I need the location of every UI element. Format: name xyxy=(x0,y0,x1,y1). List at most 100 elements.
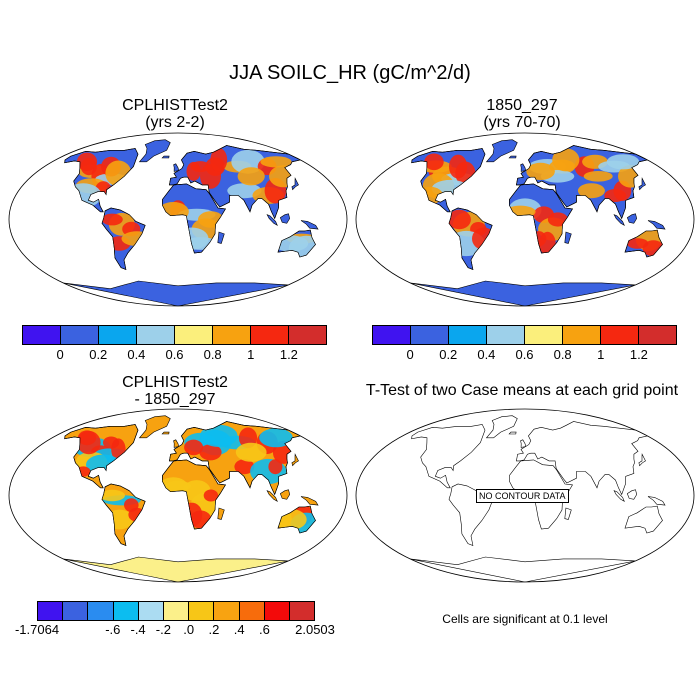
landmass-borneo xyxy=(626,213,638,224)
landmass-greenland xyxy=(485,415,518,439)
colorbar-tick-label: 0.8 xyxy=(203,347,222,362)
landmass-borneo xyxy=(279,213,291,224)
colorbar-tick-label: 2.0503 xyxy=(295,622,335,637)
colorbar-swatch xyxy=(289,602,315,620)
colorbar-tick-label: 0.4 xyxy=(477,347,496,362)
colorbar-swatch xyxy=(251,326,289,344)
field-patch xyxy=(186,161,201,181)
coastline-north-america xyxy=(411,148,486,213)
colorbar-tick-label: 0.8 xyxy=(553,347,572,362)
landmass-sumatra xyxy=(613,490,625,502)
landmass-australia xyxy=(624,505,663,534)
coastline-eurasia xyxy=(169,145,302,220)
panel3-title-line1: CPLHISTTest2 xyxy=(122,374,228,391)
landmass-new-guinea xyxy=(647,220,666,230)
field-patches-australia xyxy=(627,230,663,257)
coastline-australia xyxy=(624,229,663,258)
coastline-north-america xyxy=(64,148,139,213)
field-patch xyxy=(86,454,121,475)
field-patch xyxy=(76,466,91,477)
landmass-madagascar xyxy=(564,507,572,520)
colorbar-difference-labels: -1.7064 -.6 -.4 -.2 .0 .2 .4 .6 2.0503 xyxy=(15,622,335,638)
colorbar-tick-label: 0.6 xyxy=(515,347,534,362)
colorbar-tick-label: -.4 xyxy=(130,622,146,637)
colorbar-swatch xyxy=(189,602,215,620)
landmass-antarctica xyxy=(63,280,289,306)
field-patch xyxy=(577,183,605,199)
landmass-japan xyxy=(291,453,299,467)
panel2-title-line2: (yrs 70-70) xyxy=(483,114,561,131)
landmass-uk xyxy=(173,163,180,172)
map-border xyxy=(8,132,348,307)
coastline-eurasia xyxy=(516,145,649,220)
landmass-sumatra xyxy=(266,490,278,502)
panel2-title: 1850_297 (yrs 70-70) xyxy=(362,97,682,131)
colorbar-swatch xyxy=(449,326,487,344)
colorbar-swatch xyxy=(23,326,61,344)
panel1-title-line2: (yrs 2-2) xyxy=(145,114,205,131)
landmass-greenland xyxy=(138,139,171,163)
coastline-australia xyxy=(277,229,316,258)
field-patch xyxy=(269,165,299,188)
field-patches-eurasia xyxy=(526,148,644,202)
colorbar-swatch xyxy=(138,602,164,620)
panel2-title-line1: 1850_297 xyxy=(486,97,558,114)
map-panel-cplhisttest2 xyxy=(8,132,348,307)
coastline-australia xyxy=(277,505,316,534)
colorbar-swatch xyxy=(63,602,89,620)
landmass-greenland xyxy=(485,139,518,163)
colorbar-swatch xyxy=(61,326,99,344)
field-patch xyxy=(183,237,218,250)
colorbar-tick-label: 0.2 xyxy=(439,347,458,362)
colorbar-panel1-labels: 0 0.2 0.4 0.6 0.8 1 1.2 xyxy=(22,347,327,363)
coastline-north-america xyxy=(64,424,139,489)
colorbar-tick-label: -.2 xyxy=(155,622,171,637)
coastline-south-america xyxy=(101,207,146,270)
colorbar-tick-label: -1.7064 xyxy=(14,622,60,637)
significance-note: Cells are significant at 0.1 level xyxy=(442,612,608,626)
field-patch xyxy=(526,162,555,180)
field-patch xyxy=(162,477,189,499)
landmass-borneo xyxy=(626,489,638,500)
field-patch xyxy=(65,183,102,208)
field-patch xyxy=(184,439,204,456)
landmass-iceland xyxy=(161,431,170,435)
colorbar-tick-label: .2 xyxy=(208,622,220,637)
field-patch xyxy=(76,152,98,171)
landmass-eurasia xyxy=(516,421,649,496)
field-patch xyxy=(121,231,146,247)
panel1-title-line1: CPLHISTTest2 xyxy=(122,97,228,114)
landmass-new-guinea xyxy=(647,496,666,506)
colorbar-swatch xyxy=(214,602,240,620)
colorbar-swatch xyxy=(137,326,175,344)
colorbar-swatch xyxy=(289,326,326,344)
field-patch xyxy=(77,430,97,446)
colorbar-tick-label: 0 xyxy=(406,347,414,362)
field-patch xyxy=(234,459,255,475)
field-patch xyxy=(199,444,222,461)
colorbar-tick-label: .4 xyxy=(233,622,245,637)
field-patches-south-america xyxy=(449,209,493,257)
panel3-title: CPLHISTTest2 - 1850_297 xyxy=(15,374,335,408)
field-patch xyxy=(259,428,293,448)
colorbar-swatch xyxy=(373,326,411,344)
main-title: JJA SOILC_HR (gC/m^2/d) xyxy=(229,62,471,84)
colorbar-swatch xyxy=(163,602,190,620)
landmass-uk xyxy=(520,439,527,448)
colorbar-tick-label: 1.2 xyxy=(629,347,648,362)
field-patch xyxy=(231,149,265,174)
field-patches-eurasia xyxy=(184,424,295,485)
landmass-uk xyxy=(520,163,527,172)
colorbar-tick-label: 0.6 xyxy=(165,347,184,362)
field-patches-eurasia xyxy=(186,147,299,204)
panel3-title-line2: - 1850_297 xyxy=(134,391,216,408)
coastline-africa xyxy=(161,459,226,530)
field-patch xyxy=(210,147,228,172)
field-patch xyxy=(260,156,292,168)
field-patch xyxy=(552,148,580,172)
colorbar-tick-label: 0.2 xyxy=(89,347,108,362)
colorbar-panel1 xyxy=(22,325,327,345)
no-contour-data-label: NO CONTOUR DATA xyxy=(476,489,569,503)
colorbar-tick-label: 1 xyxy=(597,347,605,362)
landmass-madagascar xyxy=(217,231,225,244)
